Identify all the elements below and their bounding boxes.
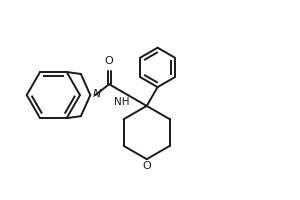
Text: O: O	[142, 161, 151, 171]
Text: O: O	[105, 56, 113, 66]
Text: N: N	[92, 89, 101, 99]
Text: NH: NH	[114, 97, 130, 107]
